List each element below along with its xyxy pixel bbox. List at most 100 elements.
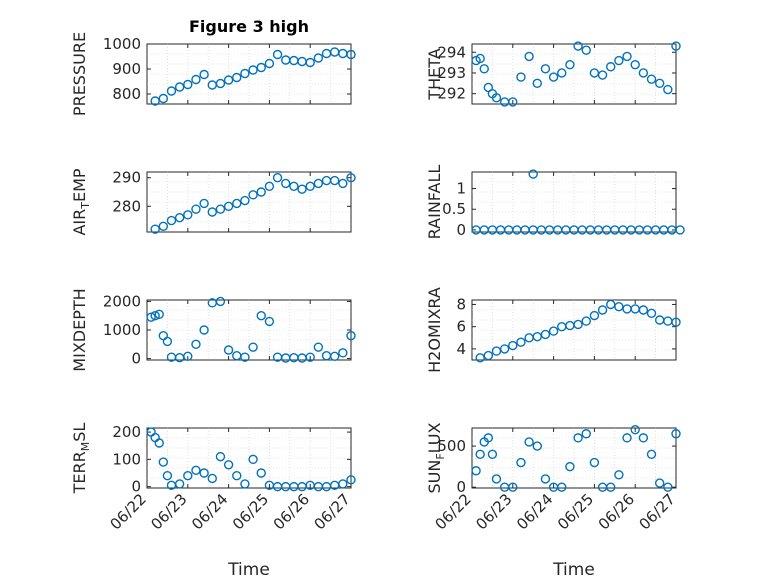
data-point-pressure: [305, 57, 315, 68]
data-point-air_temp: [305, 181, 315, 191]
data-point-terr_msl: [191, 465, 201, 475]
data-point-air_temp: [183, 210, 193, 220]
data-point-sun_flux: [471, 466, 481, 476]
y-tick-label: 280: [112, 197, 141, 215]
data-point-theta: [573, 41, 583, 51]
data-point-sun_flux: [581, 429, 591, 439]
data-point-sun_flux: [557, 482, 567, 492]
data-point-h2omixra: [516, 337, 526, 347]
data-point-h2omixra: [475, 353, 485, 363]
x-axis-label-left: Time: [227, 560, 270, 580]
data-point-air_temp: [166, 215, 177, 226]
data-point-sun_flux: [540, 474, 551, 484]
y-axis-label: THETA: [425, 48, 444, 100]
data-point-theta: [614, 55, 624, 66]
data-point-air_temp: [207, 207, 217, 217]
data-point-terr_msl: [154, 438, 164, 448]
data-point-mixdepth: [199, 325, 209, 335]
data-point-sun_flux: [622, 433, 632, 443]
data-point-air_temp: [240, 195, 250, 206]
data-point-sun_flux: [630, 424, 640, 435]
x-tick-label: 06/22: [432, 490, 475, 533]
data-point-pressure: [256, 62, 266, 73]
data-point-h2omixra: [671, 317, 681, 327]
data-point-mixdepth: [256, 311, 266, 321]
data-point-theta: [630, 59, 640, 70]
data-point-sun_flux: [573, 433, 583, 443]
data-point-theta: [479, 64, 489, 74]
data-point-h2omixra: [646, 308, 657, 319]
y-tick-label: 2000: [103, 292, 141, 310]
data-point-terr_msl: [215, 451, 226, 462]
figure-title: Figure 3 high: [189, 17, 309, 36]
data-point-terr_msl: [346, 475, 356, 485]
data-point-mixdepth: [313, 342, 324, 352]
data-point-pressure: [199, 69, 209, 80]
data-point-air_temp: [313, 178, 324, 189]
subplot-pressure: 800 900 1000 PRESSURE: [70, 32, 356, 116]
y-tick-label: 0: [456, 478, 466, 496]
y-tick-label: 500: [437, 437, 466, 455]
data-point-sun_flux: [654, 478, 665, 488]
data-point-sun_flux: [516, 457, 526, 468]
data-point-mixdepth: [305, 352, 315, 362]
data-point-rainfall: [528, 169, 538, 179]
data-point-pressure: [174, 82, 185, 92]
data-point-mixdepth: [329, 351, 340, 361]
y-tick-label: 8: [456, 295, 466, 313]
data-point-theta: [491, 93, 502, 103]
data-point-h2omixra: [614, 301, 624, 312]
subplot-mixdepth: 0 1000 2000 MIXDEPTH: [70, 288, 356, 372]
y-tick-label: 200: [112, 423, 141, 441]
data-point-theta: [622, 51, 632, 62]
y-tick-label: 800: [112, 85, 141, 103]
data-point-terr_msl: [174, 479, 185, 489]
data-point-theta: [524, 51, 534, 62]
subplot-h2omixra: 4 6 8 H2OMIXRA: [425, 287, 681, 373]
data-point-sun_flux: [508, 482, 518, 492]
y-tick-label: 0.5: [442, 200, 466, 218]
data-point-h2omixra: [606, 299, 616, 310]
data-point-h2omixra: [499, 344, 510, 354]
data-point-terr_msl: [162, 471, 173, 481]
data-point-pressure: [248, 65, 258, 75]
data-point-pressure: [232, 72, 242, 83]
y-tick-label: 1000: [103, 35, 141, 53]
data-point-air_temp: [272, 173, 283, 183]
data-point-terr_msl: [256, 468, 266, 478]
data-point-air_temp: [223, 201, 234, 211]
data-point-terr_msl: [207, 473, 217, 484]
data-point-mixdepth: [162, 336, 173, 347]
data-point-h2omixra: [540, 329, 551, 340]
data-point-terr_msl: [223, 460, 234, 470]
data-point-sun_flux: [483, 433, 494, 443]
data-point-terr_msl: [232, 471, 242, 481]
data-point-terr_msl: [248, 454, 258, 465]
data-point-sun_flux: [606, 482, 616, 492]
data-point-h2omixra: [483, 350, 494, 361]
data-point-sun_flux: [638, 433, 649, 443]
data-point-mixdepth: [215, 296, 226, 307]
data-point-mixdepth: [338, 348, 348, 358]
y-tick-label: 100: [112, 450, 141, 468]
x-axis-label-right: Time: [552, 560, 595, 580]
y-axis-label: H2OMIXRA: [425, 287, 444, 373]
data-point-theta: [638, 68, 649, 78]
data-point-pressure: [191, 74, 201, 85]
data-point-theta: [508, 97, 518, 107]
data-point-pressure: [272, 49, 283, 60]
data-point-pressure: [240, 68, 250, 79]
data-point-mixdepth: [264, 316, 275, 327]
data-point-sun_flux: [565, 461, 575, 472]
data-point-air_temp: [281, 178, 291, 189]
data-point-pressure: [183, 79, 193, 90]
data-point-sun_flux: [589, 457, 600, 468]
data-point-h2omixra: [532, 331, 542, 342]
x-tick-label: 06/23: [147, 490, 190, 533]
y-axis-label: PRESSURE: [70, 32, 89, 116]
data-point-air_temp: [289, 181, 299, 191]
data-point-terr_msl: [338, 479, 348, 489]
